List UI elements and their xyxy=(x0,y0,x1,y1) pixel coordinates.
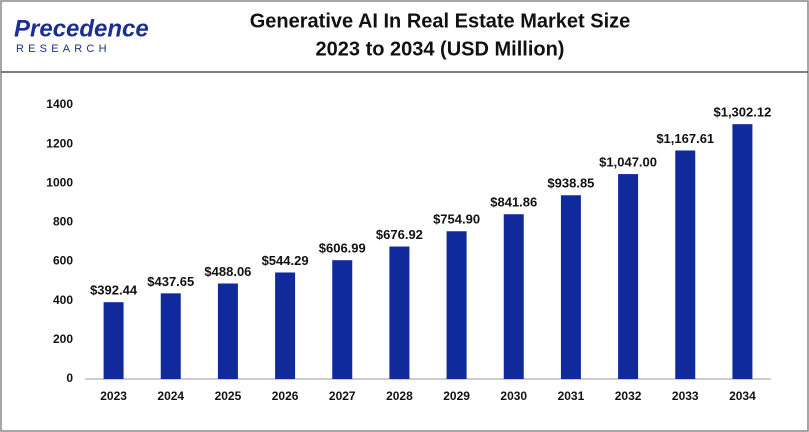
y-tick-label: 1000 xyxy=(46,175,73,189)
value-label: $392.44 xyxy=(90,283,138,298)
value-label: $1,302.12 xyxy=(713,105,771,120)
y-tick-label: 1200 xyxy=(46,136,73,150)
bar xyxy=(103,302,124,379)
x-tick-label: 2023 xyxy=(100,389,127,403)
x-tick-label: 2029 xyxy=(443,389,470,403)
bar xyxy=(217,283,238,379)
value-label: $841.86 xyxy=(490,195,537,210)
value-label: $488.06 xyxy=(204,264,251,279)
bar xyxy=(160,293,181,379)
bar xyxy=(446,231,467,379)
x-tick-label: 2024 xyxy=(157,389,184,403)
x-tick-label: 2025 xyxy=(215,389,242,403)
chart-title: Generative AI In Real Estate Market Size xyxy=(250,10,631,32)
y-tick-label: 1400 xyxy=(46,97,73,111)
bar xyxy=(275,272,296,379)
x-tick-label: 2031 xyxy=(558,389,585,403)
y-tick-label: 400 xyxy=(53,293,73,307)
bar xyxy=(503,214,524,379)
bar xyxy=(732,124,753,379)
value-label: $437.65 xyxy=(147,274,194,289)
bar xyxy=(560,195,581,379)
logo-tagline: RESEARCH xyxy=(16,43,111,55)
x-tick-label: 2030 xyxy=(500,389,527,403)
bar xyxy=(618,174,639,379)
y-tick-label: 600 xyxy=(53,254,73,268)
chart-subtitle: 2023 to 2034 (USD Million) xyxy=(316,38,565,60)
value-label: $754.90 xyxy=(433,212,480,227)
x-tick-label: 2034 xyxy=(729,389,756,403)
value-label: $676.92 xyxy=(376,227,423,242)
y-tick-label: 800 xyxy=(53,215,73,229)
x-tick-label: 2032 xyxy=(615,389,642,403)
value-label: $544.29 xyxy=(262,253,309,268)
y-tick-label: 200 xyxy=(53,332,73,346)
bar xyxy=(675,150,696,379)
value-label: $1,167.61 xyxy=(656,131,714,146)
x-tick-label: 2027 xyxy=(329,389,356,403)
logo-name: Precedence xyxy=(14,15,149,42)
value-label: $606.99 xyxy=(319,241,366,256)
x-tick-label: 2026 xyxy=(272,389,299,403)
value-label: $938.85 xyxy=(547,176,594,191)
y-tick-label: 0 xyxy=(66,371,73,385)
bar xyxy=(332,260,353,379)
value-label: $1,047.00 xyxy=(599,155,657,170)
bar xyxy=(389,246,410,379)
x-tick-label: 2033 xyxy=(672,389,699,403)
x-tick-label: 2028 xyxy=(386,389,413,403)
